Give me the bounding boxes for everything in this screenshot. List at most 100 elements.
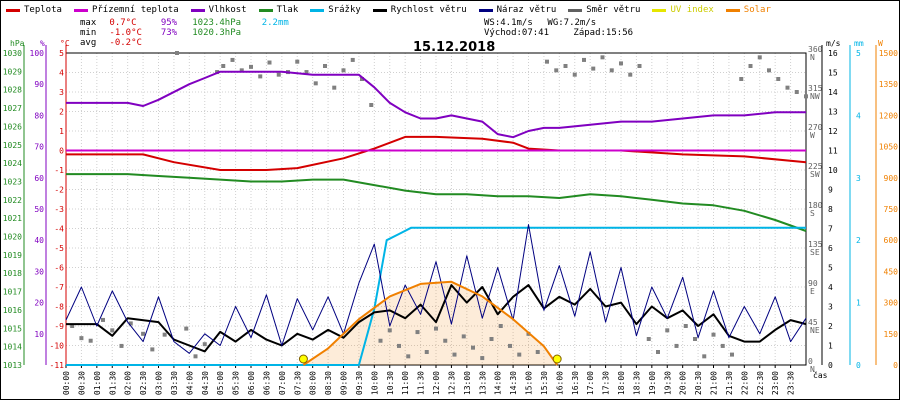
wind-direction-point <box>702 354 707 359</box>
series-line-vlhkost <box>66 70 806 139</box>
axis-tick-ms: 1 <box>828 342 833 351</box>
wind-direction-point <box>591 66 596 71</box>
stats-avg-label: avg <box>80 38 97 48</box>
wind-direction-point <box>415 330 420 335</box>
wind-direction-point <box>804 94 808 99</box>
wind-direction-point <box>757 55 762 60</box>
wind-direction-point <box>637 64 642 68</box>
legend-item: Teplota <box>6 4 62 16</box>
wind-direction-point <box>489 337 494 341</box>
legend-swatch <box>568 8 583 12</box>
x-tick-label: 01:30 <box>108 371 117 395</box>
wind-direction-point <box>572 72 577 77</box>
axis-tick-solar: 1500 <box>879 49 898 58</box>
axis-tick-dir: 135 <box>808 240 823 249</box>
axis-tick-pct: 10 <box>34 330 44 339</box>
axis-tick-degc: 5 <box>59 49 64 58</box>
axis-tick-solar: 450 <box>884 267 899 276</box>
x-tick-label: 10:30 <box>386 371 395 395</box>
wind-direction-point <box>323 64 327 68</box>
x-tick-label: 22:30 <box>756 371 765 395</box>
stats-min-press: 1020.3hPa <box>192 28 242 38</box>
axis-tick-ms: 2 <box>828 322 833 331</box>
axis-tick-solar: 300 <box>884 299 899 308</box>
stats-max-label: max <box>80 18 97 28</box>
wind-direction-point <box>628 72 633 77</box>
axis-tick-solar: 1350 <box>879 80 898 89</box>
series-line-teplota <box>66 135 807 171</box>
legend-swatch <box>372 8 387 12</box>
wind-direction-point <box>452 352 457 357</box>
legend-swatch <box>6 8 20 12</box>
axis-tick-pct: 80 <box>34 111 44 120</box>
wind-direction-point <box>360 77 364 81</box>
legend-swatch <box>73 8 88 12</box>
axis-tick-degc: -5 <box>54 244 64 253</box>
wind-direction-point <box>480 356 485 361</box>
axis-tick-degc: -11 <box>50 361 65 370</box>
stats-panel: max 0.7°C 95% 1023.4hPa 2.2mm min -1.0°C… <box>80 18 289 48</box>
axis-tick-pct: 40 <box>34 236 44 245</box>
wind-direction-point <box>110 328 115 333</box>
axis-tick-ms: 7 <box>828 225 833 234</box>
wind-direction-point <box>563 64 568 68</box>
x-tick-label: 23:30 <box>787 371 796 395</box>
legend-swatch <box>258 8 273 12</box>
axis-tick-dir: 180 <box>808 201 823 210</box>
wind-direction-point <box>776 77 781 81</box>
wind-direction-point <box>767 68 771 73</box>
x-axis-label: čas <box>813 370 828 380</box>
axis-tick-dir: 0 <box>808 357 813 366</box>
x-tick-label: 16:00 <box>555 371 564 395</box>
axis-tick-ms: 15 <box>828 69 838 78</box>
stats-max-temp: 0.7°C <box>109 18 137 28</box>
axis-tick-ms: 9 <box>828 186 833 195</box>
axis-tick-mm: 5 <box>856 49 861 58</box>
axis-tick-solar: 750 <box>884 205 899 214</box>
axis-tick-degc: -4 <box>54 225 64 234</box>
axis-tick-degc: 2 <box>59 108 64 117</box>
wind-direction-point <box>785 85 790 90</box>
wind-direction-point <box>646 337 651 341</box>
wind-direction-point <box>141 331 146 336</box>
wind-direction-point <box>249 64 253 69</box>
axis-tick-mm: 3 <box>856 174 861 183</box>
wind-direction-point <box>387 328 392 333</box>
sunrise-text: Východ:07:41 <box>484 28 550 38</box>
axis-tick-ms: 0 <box>828 361 833 370</box>
axis-tick-solar: 150 <box>884 330 899 339</box>
wind-direction-point <box>313 81 318 86</box>
axis-tick-pct: 60 <box>34 174 44 183</box>
x-tick-label: 04:30 <box>201 371 210 395</box>
axis-tick-degc: 4 <box>59 69 64 78</box>
wind-direction-point <box>683 324 688 328</box>
axis-tick-dir-name: NW <box>810 92 820 101</box>
x-tick-label: 16:30 <box>571 371 580 395</box>
wind-direction-point <box>369 103 374 107</box>
stats-avg-temp: -0.2°C <box>109 38 142 48</box>
x-tick-label: 21:00 <box>710 371 719 395</box>
axis-tick-dir: 225 <box>808 162 823 171</box>
axis-tick-degc: 0 <box>59 147 64 156</box>
stats-min-hum: 73% <box>160 28 178 38</box>
stats-max-press: 1023.4hPa <box>192 18 242 28</box>
axis-tick-hpa: 1029 <box>3 67 22 76</box>
series-line-tlak <box>66 173 807 232</box>
axis-tick-hpa: 1018 <box>3 269 22 278</box>
wind-direction-point <box>554 68 559 73</box>
axis-tick-ms: 14 <box>828 88 838 97</box>
wind-direction-point <box>609 68 614 73</box>
wind-direction-point <box>332 85 337 90</box>
stats-min-label: min <box>80 28 97 38</box>
axis-tick-ms: 6 <box>828 244 833 253</box>
axis-tick-degc: -1 <box>54 166 64 175</box>
wind-gust-text: WG:7.2m/s <box>547 18 597 28</box>
sunset-text: Západ:15:56 <box>573 28 634 38</box>
axis-unit-mm: mm <box>854 39 864 48</box>
x-tick-label: 11:30 <box>417 371 426 395</box>
wind-direction-point <box>276 72 281 77</box>
x-tick-label: 12:00 <box>432 371 441 395</box>
x-tick-label: 13:30 <box>478 371 487 395</box>
wind-direction-point <box>794 90 799 94</box>
